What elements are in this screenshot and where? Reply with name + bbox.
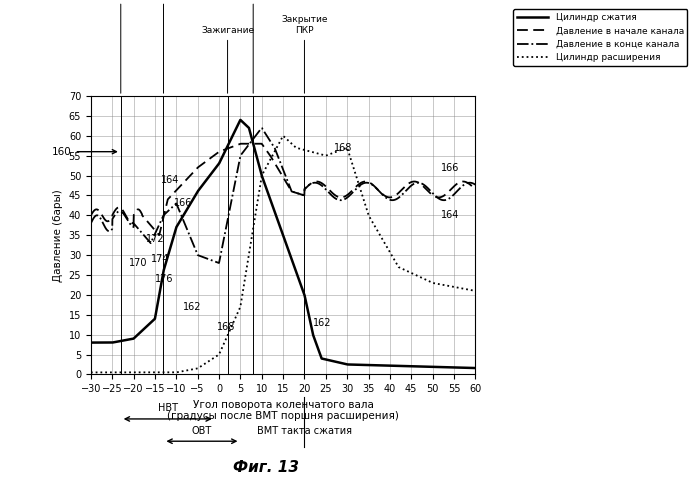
Line: Цилиндр расширения: Цилиндр расширения (91, 136, 475, 372)
Давление в начале канала (461, 179, 469, 184)
Цилиндр сжатия (274, 218, 282, 224)
Text: Фиг. 13: Фиг. 13 (233, 460, 298, 475)
Давление в конце канала (106, 228, 115, 234)
Давление в конце канала (471, 182, 480, 188)
Давление в конце канала (461, 181, 469, 187)
Text: 170: 170 (129, 258, 147, 268)
Давление в начале канала (236, 141, 245, 146)
Цилиндр расширения (264, 162, 272, 168)
Text: 160: 160 (52, 147, 117, 156)
Text: 164: 164 (161, 175, 180, 184)
Цилиндр сжатия (389, 363, 398, 369)
Text: ОВТ: ОВТ (192, 426, 212, 436)
Давление в конце канала (215, 260, 223, 266)
Text: 172: 172 (146, 234, 165, 244)
Давление в начале канала (460, 179, 468, 184)
Y-axis label: Давление (бары): Давление (бары) (53, 189, 63, 282)
Цилиндр расширения (279, 133, 287, 139)
Давление в начале канала (471, 187, 480, 192)
Давление в начале канала (274, 166, 282, 172)
Text: Зажигание: Зажигание (201, 26, 254, 35)
Text: 176: 176 (155, 274, 173, 284)
Text: 174: 174 (151, 254, 169, 264)
Цилиндр сжатия (87, 340, 95, 346)
Давление в конце канала (257, 125, 266, 131)
Цилиндр расширения (471, 288, 480, 294)
Legend: Цилиндр сжатия, Давление в начале канала, Давление в конце канала, Цилиндр расши: Цилиндр сжатия, Давление в начале канала… (513, 9, 688, 66)
Text: 164: 164 (441, 210, 459, 220)
Цилиндр сжатия (264, 190, 272, 195)
Line: Цилиндр сжатия: Цилиндр сжатия (91, 120, 475, 368)
Давление в конце канала (274, 154, 282, 160)
Цилиндр расширения (460, 286, 468, 292)
Цилиндр расширения (106, 370, 115, 375)
Цилиндр расширения (389, 256, 398, 262)
Line: Давление в начале канала: Давление в начале канала (91, 144, 475, 235)
Цилиндр сжатия (471, 365, 480, 371)
Давление в начале канала (264, 150, 272, 156)
Text: Закрытие
ПКР: Закрытие ПКР (281, 15, 328, 35)
Давление в конце канала (460, 181, 468, 187)
Давление в начале канала (106, 216, 115, 222)
Цилиндр сжатия (460, 365, 468, 371)
Цилиндр расширения (460, 286, 468, 292)
Давление в конце канала (390, 197, 398, 203)
Цилиндр сжатия (236, 117, 245, 123)
Line: Давление в конце канала: Давление в конце канала (91, 128, 475, 263)
Text: ВМТ такта сжатия: ВМТ такта сжатия (257, 426, 352, 436)
Text: 168: 168 (217, 322, 236, 332)
Text: 168: 168 (334, 143, 353, 153)
Давление в начале канала (155, 232, 164, 238)
Text: НВТ: НВТ (158, 403, 178, 413)
Давление в начале канала (87, 213, 95, 218)
Давление в конце канала (87, 220, 95, 226)
Text: 162: 162 (313, 318, 331, 328)
Text: 162: 162 (182, 302, 201, 312)
Text: 166: 166 (441, 163, 459, 173)
Text: 166: 166 (174, 198, 192, 208)
Цилиндр расширения (273, 143, 282, 148)
Цилиндр сжатия (460, 365, 468, 371)
Цилиндр сжатия (106, 340, 115, 346)
Давление в конце канала (264, 135, 272, 141)
Цилиндр расширения (87, 370, 95, 375)
Давление в начале канала (390, 193, 398, 199)
X-axis label: Угол поворота коленчатого вала
(градусы после ВМТ поршня расширения): Угол поворота коленчатого вала (градусы … (167, 400, 399, 421)
